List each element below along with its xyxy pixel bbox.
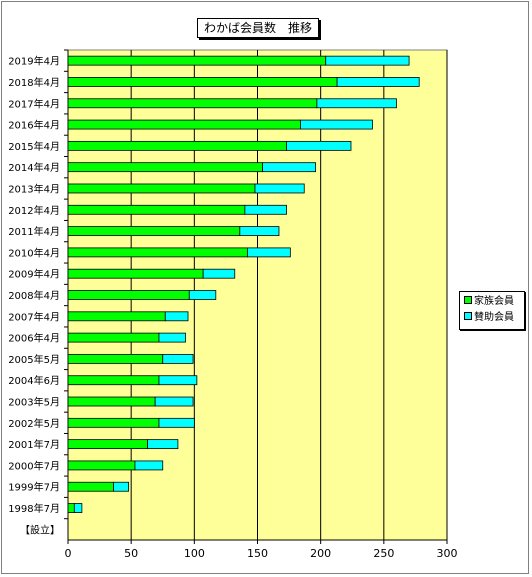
legend-item-family: 家族会員 xyxy=(464,295,514,309)
bar-support-member xyxy=(158,332,186,343)
bar-support-member xyxy=(262,162,317,173)
bar-family-member xyxy=(67,439,148,450)
bar-support-member xyxy=(134,460,164,471)
legend-swatch-family xyxy=(464,296,472,304)
bar-family-member xyxy=(67,354,164,364)
bar-support-member xyxy=(244,204,287,215)
bar-support-member xyxy=(158,417,195,428)
y-tick-label: 2017年4月 xyxy=(8,97,60,110)
legend-item-support: 賛助会員 xyxy=(464,311,514,325)
bar-family-member xyxy=(67,332,160,343)
y-tick-label: 2002年5月 xyxy=(8,417,60,430)
y-tick-label: 2010年4月 xyxy=(8,246,60,259)
y-tick-label: 2014年4月 xyxy=(8,161,60,174)
bar-support-member xyxy=(73,503,83,513)
y-tick-label: 2009年4月 xyxy=(8,268,60,281)
y-tick-label: 2001年7月 xyxy=(8,438,60,451)
bar-family-member xyxy=(67,183,256,194)
y-tick-label: 2013年4月 xyxy=(8,182,60,195)
bar-family-member xyxy=(67,417,160,428)
y-tick-label: 2006年4月 xyxy=(8,332,60,345)
bar-support-member xyxy=(113,481,130,492)
bar-family-member xyxy=(67,162,263,173)
bar-support-member xyxy=(300,119,373,130)
bar-support-member xyxy=(325,55,410,66)
y-tick-label: 2000年7月 xyxy=(8,459,60,472)
bar-support-member xyxy=(162,354,194,364)
x-tick-label: 0 xyxy=(65,547,72,560)
bar-support-member xyxy=(239,226,280,236)
y-tick-label: 2008年4月 xyxy=(8,289,60,302)
bar-family-member xyxy=(67,204,246,215)
chart-legend: 家族会員 賛助会員 xyxy=(459,291,525,330)
legend-label-support: 賛助会員 xyxy=(474,312,514,323)
bar-support-member xyxy=(254,183,305,194)
y-tick-label: 2005年5月 xyxy=(8,353,60,366)
bar-family-member xyxy=(67,140,287,151)
bar-family-member xyxy=(67,55,327,66)
bar-family-member xyxy=(67,311,166,322)
bar-family-member xyxy=(67,77,338,87)
bar-family-member xyxy=(67,98,318,109)
y-tick-label: 2003年5月 xyxy=(8,396,60,409)
y-tick-label: 2007年4月 xyxy=(8,310,60,323)
y-tick-label: 2018年4月 xyxy=(8,76,60,89)
bar-family-member xyxy=(67,247,248,258)
bar-support-member xyxy=(158,375,198,386)
bar-family-member xyxy=(67,119,301,130)
chart-title: わかば会員数 推移 xyxy=(197,18,320,38)
bar-family-member xyxy=(67,290,190,300)
bar-family-member xyxy=(67,460,136,471)
y-tick-label: 2011年4月 xyxy=(8,225,60,238)
bar-support-member xyxy=(188,290,217,300)
y-tick-label: 2019年4月 xyxy=(8,55,60,68)
y-tick-label: 【設立】 xyxy=(20,523,60,536)
y-tick-label: 2015年4月 xyxy=(8,140,60,153)
bar-support-member xyxy=(202,268,236,279)
x-tick-label: 150 xyxy=(247,547,268,560)
bar-support-member xyxy=(316,98,397,109)
bar-family-member xyxy=(67,268,204,279)
x-tick-label: 300 xyxy=(437,547,458,560)
bar-family-member xyxy=(67,503,75,513)
bar-support-member xyxy=(336,77,420,87)
x-tick-label: 50 xyxy=(124,547,138,560)
bar-support-member xyxy=(246,247,291,258)
y-tick-label: 2004年6月 xyxy=(8,374,60,387)
legend-label-family: 家族会員 xyxy=(474,296,514,307)
y-tick-label: 2016年4月 xyxy=(8,119,60,132)
y-tick-label: 1999年7月 xyxy=(8,481,60,494)
x-tick-label: 200 xyxy=(310,547,331,560)
legend-swatch-support xyxy=(464,312,472,320)
x-tick-label: 100 xyxy=(184,547,205,560)
bar-support-member xyxy=(164,311,189,322)
bar-family-member xyxy=(67,375,160,386)
y-tick-label: 1998年7月 xyxy=(8,502,60,515)
bar-support-member xyxy=(154,396,194,407)
bar-family-member xyxy=(67,481,114,492)
bar-family-member xyxy=(67,226,241,236)
bar-support-member xyxy=(286,140,352,151)
y-tick-label: 2012年4月 xyxy=(8,204,60,217)
bar-family-member xyxy=(67,396,156,407)
x-tick-label: 250 xyxy=(373,547,394,560)
bar-support-member xyxy=(147,439,179,450)
